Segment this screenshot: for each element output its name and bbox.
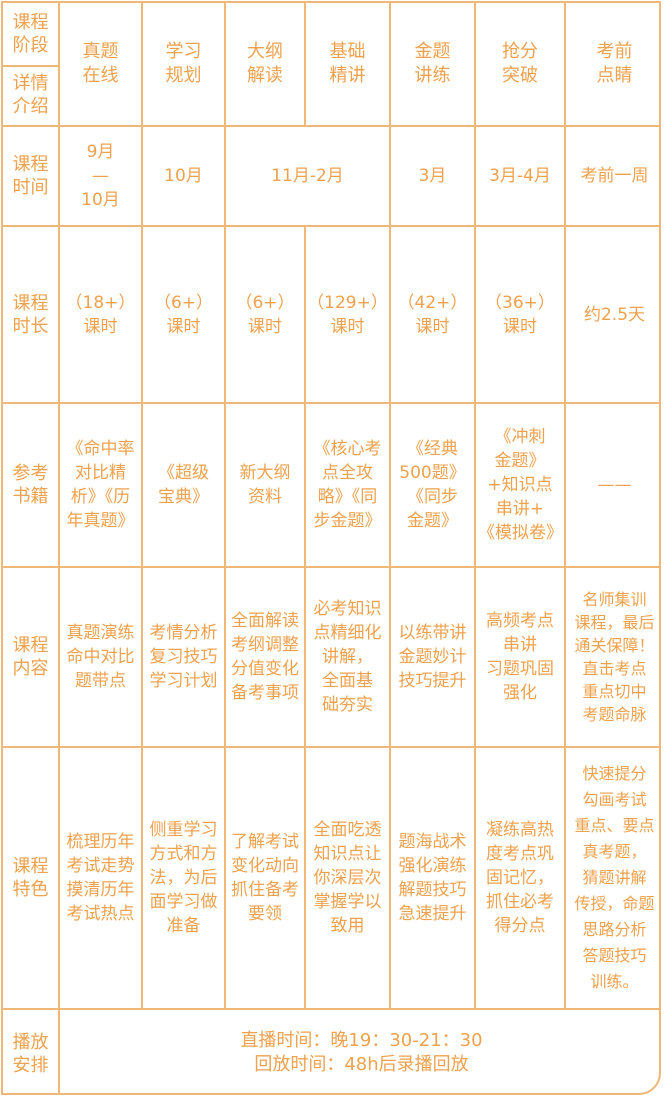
grid-line	[224, 3, 226, 1010]
feature-cell: 凝练高热 度考点巩 固记忆， 抓住必考 得分点	[486, 820, 554, 936]
feature-cell: 全面吃透 知识点让 你深层次 掌握学以 致用	[313, 820, 382, 936]
time-cell: 10月	[164, 166, 203, 186]
duration-cell: （18+） 课时	[65, 292, 136, 337]
content-cell: 真题演练 命中对比 题带点	[66, 623, 135, 691]
book-cell: 《经典 500题》 《同步 金题》	[399, 439, 466, 531]
duration-cell: （42+） 课时	[397, 292, 468, 337]
time-cell: 3月-4月	[489, 166, 551, 186]
feature-cell: 侧重学习 方式和方 法，为后 面学习做 准备	[149, 820, 218, 936]
book-cell: 《核心考 点全攻 略》《同 步金题》	[313, 439, 382, 531]
duration-cell: （6+） 课时	[235, 292, 295, 337]
stage-header: 抢分 突破	[502, 41, 538, 86]
grid-line	[3, 225, 659, 227]
grid-line	[3, 566, 659, 568]
feature-cell: 了解考试 变化动向 抓住备考 要领	[231, 832, 299, 924]
grid-line	[3, 402, 659, 404]
content-cell: 全面解读 考纲调整 分值变化 备考事项	[231, 611, 299, 703]
feature-cell: 题海战术 强化演练 解题技巧 急速提升	[398, 832, 467, 924]
row-label-features: 课程 特色	[12, 856, 49, 900]
grid-line	[3, 746, 659, 748]
row-label-schedule: 播放 安排	[12, 1031, 49, 1076]
duration-cell: （129+） 课时	[307, 292, 388, 337]
grid-line	[58, 1010, 60, 1093]
content-cell: 名师集训 课程，最后 通关保障！ 直击考点 重点切中 考题命脉	[574, 590, 655, 724]
feature-cell: 快速提分 勾画考试 重点、要点 真考题， 猜题讲解 传授，命题 思路分析 答题技…	[574, 764, 655, 991]
feature-cell: 梳理历年 考试走势 摸清历年 考试热点	[66, 832, 135, 924]
book-cell: 《命中率 对比精 析》《历 年真题》	[66, 439, 135, 531]
row-label-duration: 课程 时长	[12, 292, 49, 337]
time-cell: 11月-2月	[226, 127, 389, 225]
grid-line	[564, 3, 566, 1010]
time-cell: 考前一周	[580, 166, 649, 186]
live-time: 直播时间：晚19：30-21：30	[240, 1030, 483, 1051]
grid-line	[141, 3, 143, 1010]
content-cell: 必考知识 点精细化 讲解， 全面基 础夯实	[313, 599, 382, 715]
stage-header: 学习 规划	[165, 41, 202, 86]
row-label-time: 课程 时间	[12, 154, 49, 198]
book-cell: 《超级 宝典》	[158, 463, 209, 507]
book-cell: 《冲刺 金题》 +知识点 串讲+ 《模拟卷》	[478, 427, 563, 543]
book-cell: ——	[597, 475, 632, 495]
grid-line	[389, 3, 391, 1010]
book-cell: 新大纲 资料	[239, 463, 291, 507]
grid-line	[3, 1008, 659, 1010]
time-cell: 3月	[418, 166, 447, 186]
stage-header: 金题 讲练	[414, 41, 451, 86]
stage-header: 基础 精讲	[329, 41, 366, 86]
duration-cell: 约2.5天	[583, 304, 646, 325]
content-cell: 考情分析 复习技巧 学习计划	[149, 623, 218, 691]
corner-label-detail: 详情 介绍	[12, 73, 49, 117]
grid-line	[3, 125, 659, 127]
grid-line	[474, 3, 476, 1010]
grid-line	[3, 65, 58, 67]
grid-line	[58, 3, 60, 1010]
row-label-content: 课程 内容	[12, 635, 49, 679]
replay-time: 回放时间：48h后录播回放	[254, 1054, 469, 1075]
time-cell: 9月 — 10月	[81, 142, 120, 210]
content-cell: 高频考点 串讲 习题巩固 强化	[486, 611, 554, 703]
grid-line	[304, 3, 306, 1010]
stage-header: 大纲 解读	[247, 41, 283, 86]
duration-cell: （6+） 课时	[153, 292, 214, 337]
duration-cell: （36+） 课时	[485, 292, 555, 337]
row-label-books: 参考 书籍	[12, 463, 49, 507]
stage-header: 考前 点睛	[596, 41, 633, 86]
corner-label-stage: 课程 阶段	[12, 12, 49, 56]
content-cell: 以练带讲 金题妙计 技巧提升	[398, 623, 467, 691]
stage-header: 真题 在线	[82, 41, 119, 86]
